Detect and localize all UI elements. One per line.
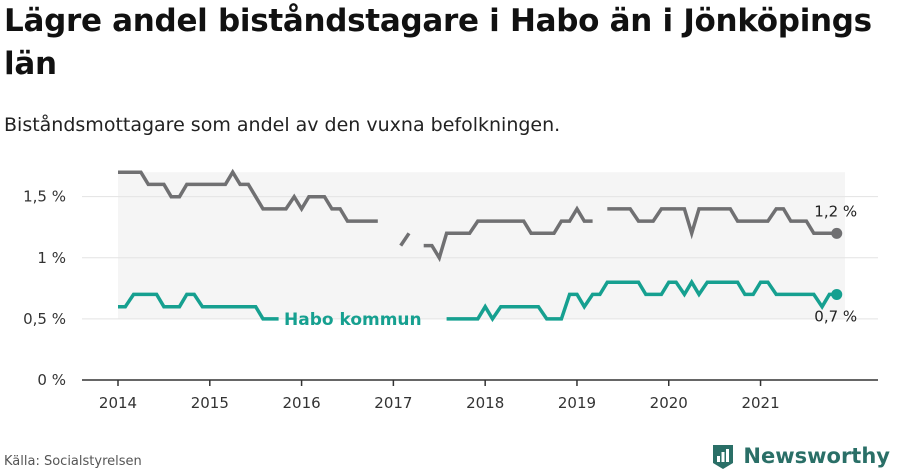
chart-subtitle: Biståndsmottagare som andel av den vuxna…	[4, 114, 561, 136]
municipality-end-label: 0,7 %	[814, 307, 857, 325]
y-axis-tick-labels: 0 % 0,5 % 1 % 1,5 %	[23, 188, 66, 389]
municipality-line-segment	[118, 292, 279, 321]
x-tick-label: 2016	[282, 394, 320, 412]
x-tick-label: 2015	[191, 394, 229, 412]
newsworthy-logo-icon	[713, 445, 734, 469]
x-tick-label: 2019	[558, 394, 596, 412]
series-labels: 1,2 % 0,7 % Habo kommun	[284, 202, 857, 330]
municipality-end-point	[831, 288, 843, 300]
x-axis-ticks: 2014 2015 2016 2017 2018 2019 2020 2021	[99, 380, 780, 412]
series-name-label: Habo kommun	[284, 310, 422, 330]
source-note: Källa: Socialstyrelsen	[4, 454, 142, 469]
chart-title: Lägre andel biståndstagare i Habo än i J…	[4, 3, 872, 82]
series-lines	[118, 168, 843, 323]
x-tick-label: 2020	[650, 394, 688, 412]
y-tick-label: 0 %	[37, 371, 66, 389]
county-line-segment	[607, 207, 837, 240]
x-tick-label: 2014	[99, 394, 137, 412]
county-line-segment	[399, 232, 411, 247]
brand-logo[interactable]: Newsworthy	[711, 440, 890, 472]
county-end-point	[831, 227, 843, 239]
gridlines	[82, 196, 878, 320]
y-tick-label: 1,5 %	[23, 188, 66, 206]
x-tick-label: 2017	[374, 394, 412, 412]
y-tick-label: 0,5 %	[23, 310, 66, 328]
county-line-segment	[423, 205, 593, 263]
y-tick-label: 1 %	[37, 249, 66, 267]
brand-name: Newsworthy	[743, 444, 890, 468]
county-range-band	[118, 172, 845, 319]
x-tick-label: 2021	[741, 394, 779, 412]
x-tick-label: 2018	[466, 394, 504, 412]
county-end-label: 1,2 %	[814, 202, 857, 220]
municipality-line-segment	[446, 278, 837, 323]
county-line-segment	[118, 168, 378, 223]
